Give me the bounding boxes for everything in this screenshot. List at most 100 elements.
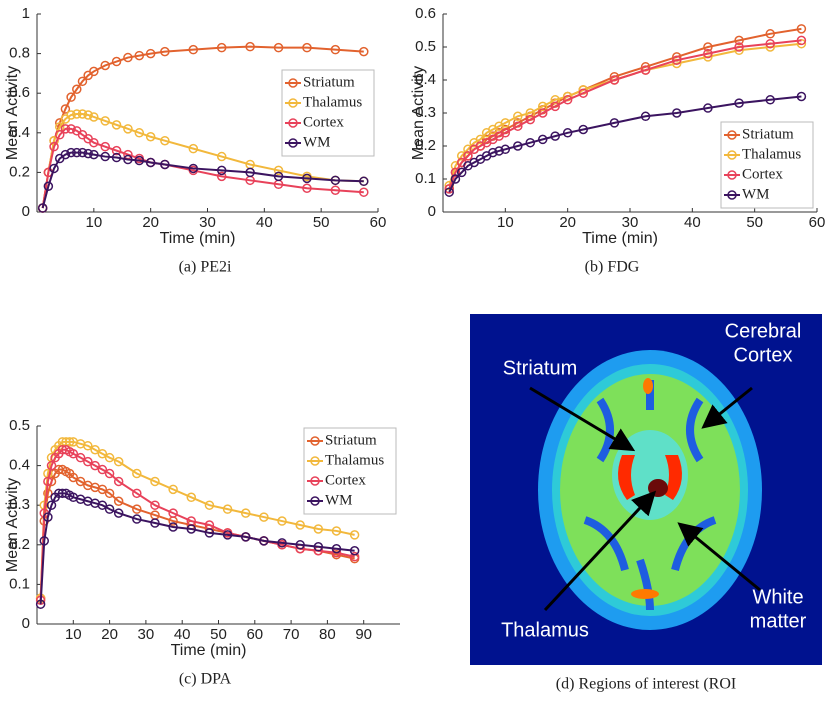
legend-marker <box>310 476 320 486</box>
data-point <box>259 512 269 522</box>
data-point <box>302 183 312 193</box>
data-point <box>525 137 536 148</box>
y-tick-label: 0.5 <box>415 38 436 55</box>
data-point <box>43 476 53 487</box>
data-point <box>168 522 178 532</box>
data-point <box>104 488 115 499</box>
data-point <box>150 518 160 528</box>
x-tick-label: 20 <box>101 626 118 643</box>
data-point <box>796 35 807 46</box>
legend-marker <box>727 170 737 180</box>
data-point <box>60 149 71 160</box>
data-point <box>145 48 156 59</box>
data-point <box>123 124 133 134</box>
data-point <box>204 528 215 538</box>
data-point <box>75 452 86 463</box>
data-point <box>60 104 71 114</box>
series-line <box>41 112 364 209</box>
data-point <box>537 134 548 145</box>
y-tick-label: 0.2 <box>9 536 30 553</box>
x-tick-label: 30 <box>138 626 155 643</box>
data-point <box>222 504 233 514</box>
data-point <box>100 141 110 152</box>
data-point <box>186 524 197 534</box>
data-point <box>703 103 713 113</box>
data-point <box>796 38 807 49</box>
data-point <box>113 496 124 506</box>
data-point <box>313 524 324 534</box>
data-point <box>49 163 59 174</box>
caption: (a) PE2i <box>179 259 232 276</box>
legend-label: Striatum <box>303 74 355 90</box>
x-tick-label: 10 <box>85 214 102 231</box>
data-point <box>104 468 115 479</box>
y-tick-label: 0.6 <box>9 84 30 101</box>
legend-marker <box>727 190 737 200</box>
data-point <box>104 504 115 514</box>
data-point <box>104 452 115 463</box>
data-point <box>796 91 807 102</box>
data-point <box>796 24 807 34</box>
data-point <box>89 149 99 160</box>
legend-marker <box>310 496 320 506</box>
data-point <box>134 155 145 166</box>
y-tick-label: 0.8 <box>9 45 30 62</box>
y-tick-label: 0 <box>22 203 30 220</box>
x-tick-label: 50 <box>746 214 763 231</box>
x-tick-label: 20 <box>559 214 576 231</box>
data-point <box>37 203 48 213</box>
legend-marker <box>310 436 320 446</box>
data-point <box>90 460 100 471</box>
data-point <box>188 44 199 55</box>
data-point <box>331 526 342 536</box>
data-point <box>145 157 156 168</box>
data-point <box>68 448 79 459</box>
data-point <box>35 599 46 609</box>
y-tick-label: 0.4 <box>9 124 30 141</box>
legend-marker <box>288 138 298 148</box>
data-point <box>550 95 560 105</box>
legend-label: Thalamus <box>325 452 384 468</box>
data-point <box>150 500 160 510</box>
data-point <box>77 109 88 119</box>
data-point <box>188 163 199 174</box>
legend-label: Cortex <box>303 114 344 130</box>
legend-label: WM <box>325 492 353 508</box>
series-line <box>448 39 802 190</box>
data-point <box>330 44 341 55</box>
data-point <box>113 508 124 518</box>
series-line <box>41 45 364 209</box>
data-point <box>43 512 53 522</box>
legend-label: Cortex <box>325 472 366 488</box>
data-point <box>66 110 76 120</box>
x-tick-label: 40 <box>174 626 191 643</box>
data-point <box>75 476 86 487</box>
series-line <box>448 42 802 186</box>
data-point <box>640 111 651 122</box>
data-point <box>313 542 324 552</box>
data-point <box>359 187 369 197</box>
data-point <box>111 120 122 130</box>
data-point <box>513 141 523 151</box>
data-point <box>537 101 548 112</box>
data-point <box>132 514 142 524</box>
roi-label: White <box>752 586 803 608</box>
data-point <box>204 500 215 510</box>
data-point <box>331 544 342 554</box>
data-point <box>72 147 82 158</box>
data-point <box>609 75 620 85</box>
data-point <box>273 165 284 176</box>
data-point <box>77 76 88 87</box>
data-point <box>43 181 54 192</box>
data-point <box>90 445 100 455</box>
data-point <box>450 174 461 184</box>
x-tick-label: 60 <box>370 214 387 231</box>
data-point <box>456 167 467 178</box>
caption: (b) FDG <box>585 259 640 276</box>
data-point <box>444 187 454 197</box>
data-point <box>39 536 50 546</box>
data-point <box>240 508 251 518</box>
x-axis-label: Time (min) <box>171 642 247 659</box>
data-point <box>89 137 99 148</box>
data-point <box>77 147 88 158</box>
